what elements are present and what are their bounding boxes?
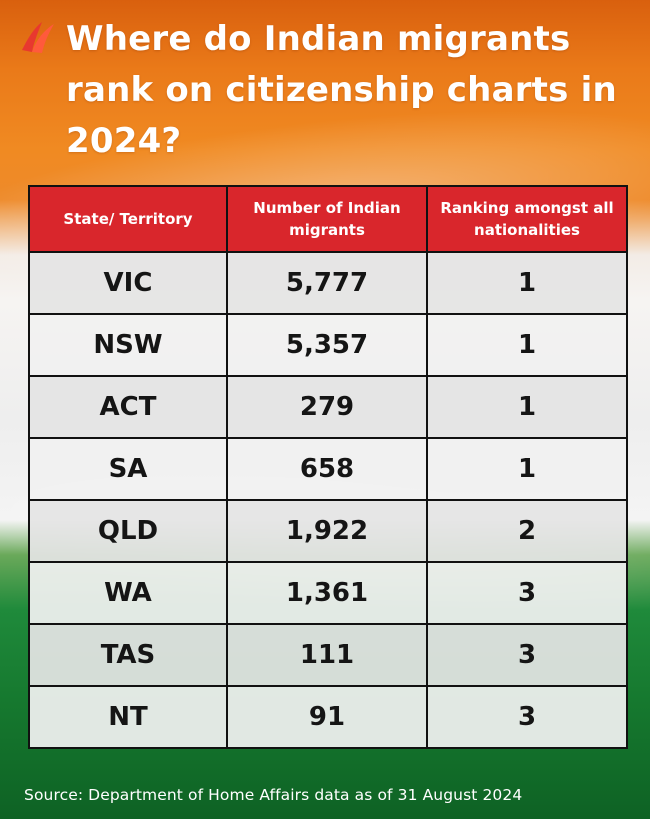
table-row: VIC 5,777 1	[28, 251, 628, 315]
page-title: Where do Indian migrants rank on citizen…	[66, 19, 617, 161]
cell-migrant-count: 1,361	[226, 561, 428, 625]
table-row: NSW 5,357 1	[28, 313, 628, 377]
cell-state: ACT	[28, 375, 228, 439]
cell-migrant-count: 658	[226, 437, 428, 501]
table-row: SA 658 1	[28, 437, 628, 501]
citizenship-ranking-table: State/ Territory Number of Indian migran…	[28, 185, 628, 749]
cell-ranking: 1	[426, 437, 628, 501]
table-row: WA 1,361 3	[28, 561, 628, 625]
cell-migrant-count: 91	[226, 685, 428, 749]
cell-migrant-count: 1,922	[226, 499, 428, 563]
table-row: NT 91 3	[28, 685, 628, 749]
table-header-row: State/ Territory Number of Indian migran…	[28, 185, 628, 253]
table-row: ACT 279 1	[28, 375, 628, 439]
cell-migrant-count: 5,357	[226, 313, 428, 377]
cell-ranking: 1	[426, 313, 628, 377]
cell-migrant-count: 279	[226, 375, 428, 439]
cell-migrant-count: 111	[226, 623, 428, 687]
broadcaster-logo-icon	[22, 22, 54, 53]
cell-state: NSW	[28, 313, 228, 377]
cell-ranking: 3	[426, 623, 628, 687]
cell-migrant-count: 5,777	[226, 251, 428, 315]
cell-ranking: 1	[426, 251, 628, 315]
cell-ranking: 2	[426, 499, 628, 563]
cell-ranking: 1	[426, 375, 628, 439]
header-number-of-migrants: Number of Indian migrants	[226, 185, 428, 253]
cell-state: TAS	[28, 623, 228, 687]
table-row: TAS 111 3	[28, 623, 628, 687]
source-caption: Source: Department of Home Affairs data …	[24, 786, 523, 804]
cell-state: SA	[28, 437, 228, 501]
cell-state: NT	[28, 685, 228, 749]
header-ranking: Ranking amongst all nationalities	[426, 185, 628, 253]
cell-state: WA	[28, 561, 228, 625]
cell-ranking: 3	[426, 685, 628, 749]
table-row: QLD 1,922 2	[28, 499, 628, 563]
cell-ranking: 3	[426, 561, 628, 625]
cell-state: QLD	[28, 499, 228, 563]
cell-state: VIC	[28, 251, 228, 315]
header-state-territory: State/ Territory	[28, 185, 228, 253]
